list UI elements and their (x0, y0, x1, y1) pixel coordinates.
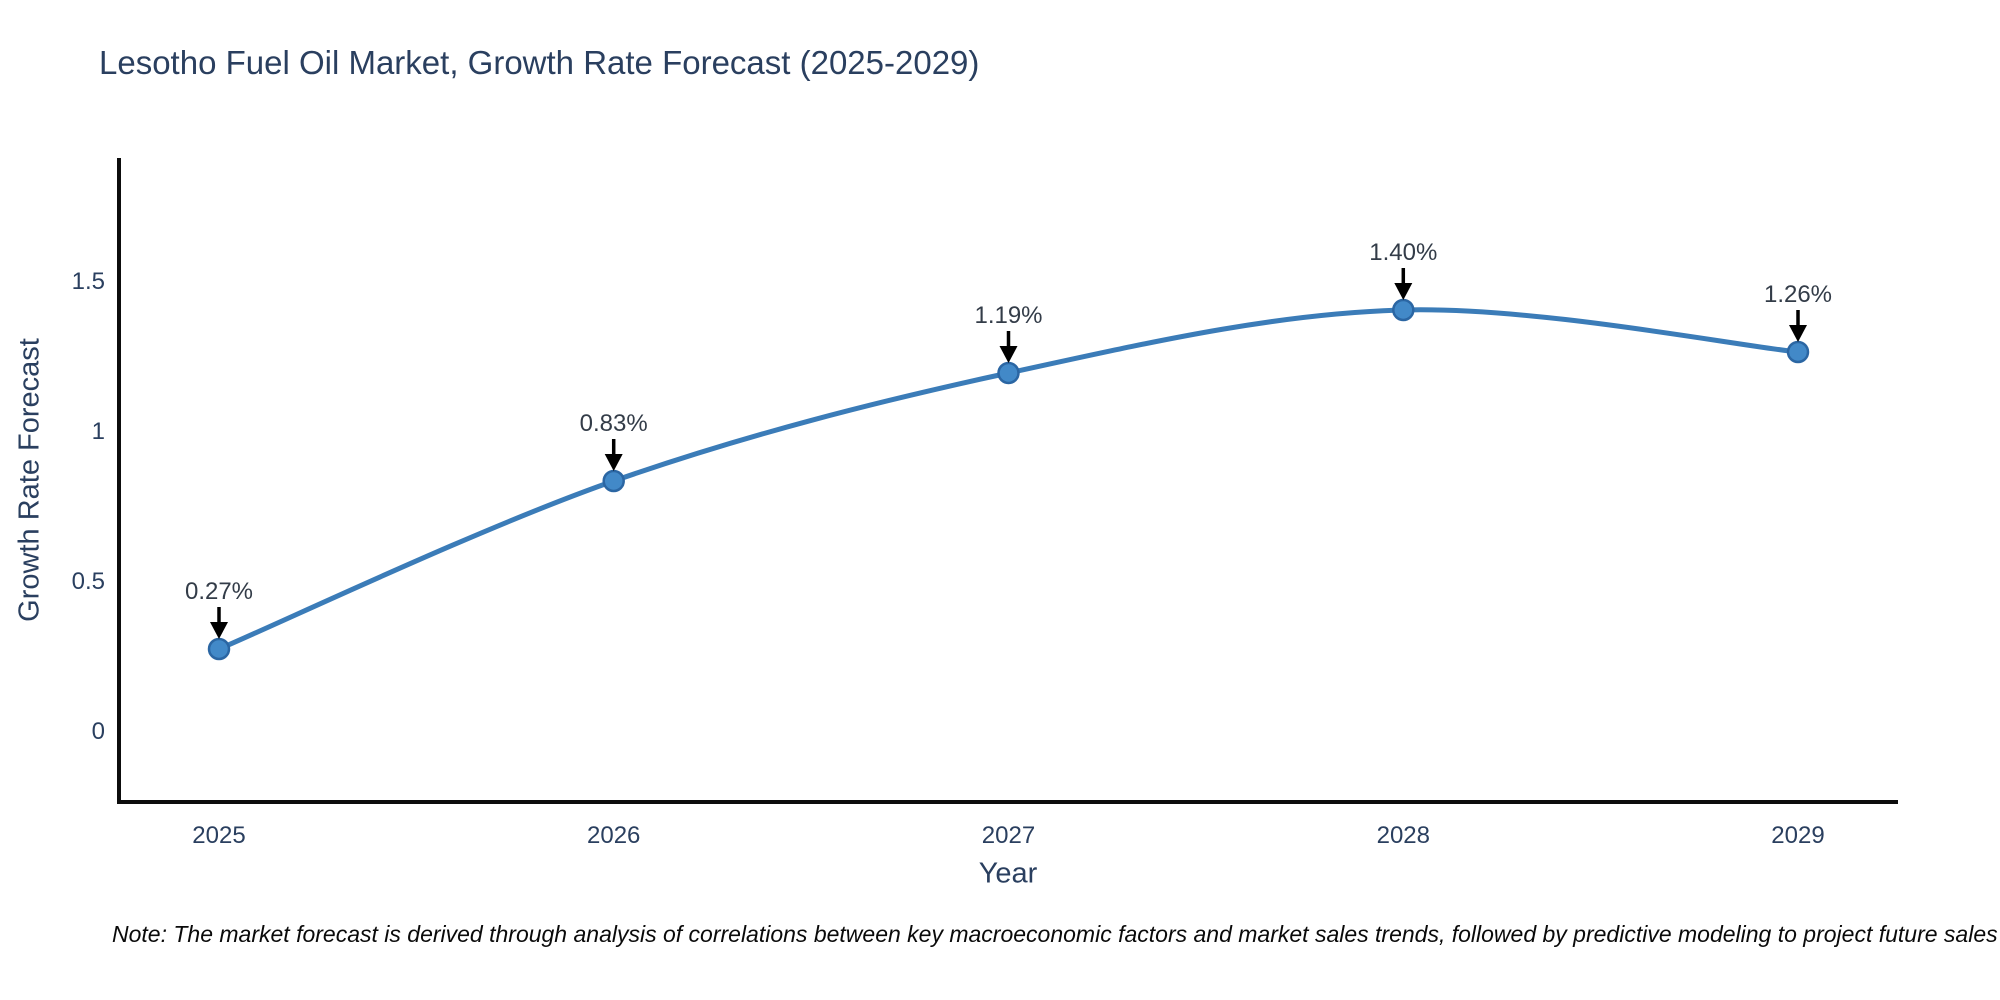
x-tick-label: 2026 (587, 822, 640, 849)
point-value-label: 0.83% (580, 410, 648, 437)
annotation-arrow-head (1394, 283, 1413, 300)
point-value-label: 0.27% (185, 578, 253, 605)
x-tick-label: 2028 (1377, 822, 1430, 849)
data-point-marker (602, 469, 625, 493)
y-tick-label: 0 (92, 718, 105, 745)
x-tick-label: 2025 (192, 822, 245, 849)
footnote: Note: The market forecast is derived thr… (112, 921, 1998, 947)
annotation-arrow-head (604, 454, 623, 471)
annotation-arrow-head (210, 622, 228, 639)
data-point-marker (1392, 298, 1415, 322)
data-point-marker (997, 361, 1020, 385)
data-point-marker (1786, 340, 1810, 364)
point-value-label: 1.40% (1369, 239, 1437, 266)
y-axis-title: Growth Rate Forecast (13, 338, 46, 622)
annotation-arrow-head (1789, 325, 1807, 342)
y-tick-label: 1.5 (72, 268, 105, 295)
point-value-label: 1.26% (1764, 281, 1832, 308)
y-tick-label: 0.5 (72, 568, 105, 595)
chart-title: Lesotho Fuel Oil Market, Growth Rate For… (99, 44, 980, 81)
data-point-marker (207, 637, 231, 661)
point-value-label: 1.19% (974, 302, 1042, 329)
annotation-arrow-head (999, 346, 1018, 363)
x-axis-title: Year (978, 857, 1038, 890)
y-tick-label: 1 (92, 418, 105, 445)
x-tick-label: 2027 (982, 822, 1035, 849)
x-tick-label: 2029 (1771, 822, 1824, 849)
